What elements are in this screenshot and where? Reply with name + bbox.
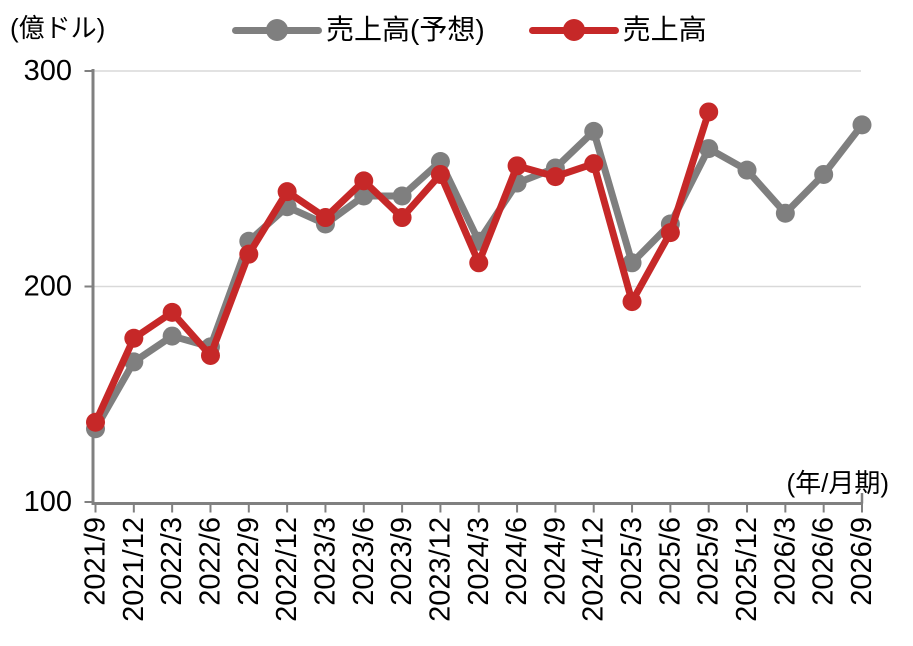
series-line-actual: [92, 110, 713, 424]
data-point-actual-2021/12: [124, 328, 144, 348]
x-tick-label-2023/3: 2023/3: [309, 517, 341, 606]
x-axis-unit-label: (年/月期): [786, 468, 889, 498]
x-tick-label-2025/9: 2025/9: [693, 517, 725, 606]
data-point-forecast-2025/3: [622, 253, 642, 273]
data-point-actual-2024/12: [584, 154, 604, 174]
data-point-forecast-2021/12: [124, 352, 144, 372]
data-point-actual-2022/12: [277, 182, 297, 202]
data-point-actual-2023/3: [315, 208, 335, 228]
x-tick-label-2022/6: 2022/6: [194, 517, 226, 606]
data-point-forecast-2024/12: [584, 121, 604, 141]
legend-label-forecast: 売上高(予想): [326, 14, 485, 45]
x-tick-label-2024/3: 2024/3: [463, 517, 495, 606]
forecast-series-dot-icon: [266, 19, 288, 41]
y-axis-unit-label: (億ドル): [10, 13, 106, 43]
data-point-forecast-2023/9: [392, 186, 412, 206]
forecast-series-marker-icon: [232, 19, 322, 41]
actual-series-marker-icon: [528, 19, 619, 41]
data-point-forecast-2026/3: [775, 203, 795, 223]
x-tick-label-2025/12: 2025/12: [731, 517, 763, 622]
x-tick-label-2024/6: 2024/6: [501, 517, 533, 606]
x-tick-label-2026/9: 2026/9: [846, 517, 878, 606]
data-point-actual-2022/3: [162, 302, 182, 322]
data-point-actual-2021/9: [86, 412, 105, 432]
data-point-forecast-2022/3: [162, 326, 182, 346]
x-tick-label-2022/12: 2022/12: [271, 517, 303, 622]
x-tick-label-2023/12: 2023/12: [424, 517, 456, 622]
data-point-actual-2023/6: [354, 171, 374, 191]
data-point-actual-2023/12: [430, 164, 450, 184]
y-tick-label-300: 300: [24, 55, 72, 87]
x-tick-label-2022/3: 2022/3: [156, 517, 188, 606]
x-tick-label-2022/9: 2022/9: [233, 517, 265, 606]
x-tick-label-2024/12: 2024/12: [578, 517, 610, 622]
x-tick-label-2025/6: 2025/6: [654, 517, 686, 606]
data-point-actual-2024/6: [507, 156, 527, 176]
x-tick-label-2021/9: 2021/9: [80, 517, 112, 606]
data-point-actual-2022/9: [239, 244, 259, 264]
legend-item-actual: 売上高: [528, 13, 707, 47]
x-tick-label-2026/3: 2026/3: [769, 517, 801, 606]
data-point-forecast-2026/9: [852, 115, 872, 135]
data-point-forecast-2025/12: [737, 160, 757, 180]
data-point-forecast-2026/6: [814, 164, 834, 184]
x-tick-label-2023/9: 2023/9: [386, 517, 418, 606]
data-point-actual-2025/9: [699, 102, 719, 122]
x-tick-label-2024/9: 2024/9: [539, 517, 571, 606]
data-point-actual-2025/3: [622, 292, 642, 312]
legend-label-actual: 売上高: [622, 14, 707, 45]
data-point-actual-2025/6: [660, 223, 680, 243]
data-point-forecast-2023/6: [354, 186, 374, 206]
actual-series-dot-icon: [562, 19, 585, 41]
x-tick-label-2023/6: 2023/6: [348, 517, 380, 606]
data-point-actual-2022/6: [200, 345, 220, 365]
data-point-actual-2024/3: [469, 253, 489, 273]
data-point-actual-2023/9: [392, 208, 412, 228]
legend-item-forecast: 売上高(予想): [232, 13, 485, 47]
x-tick-label-2025/3: 2025/3: [616, 517, 648, 606]
x-tick-label-2021/12: 2021/12: [118, 517, 150, 622]
y-tick-label-200: 200: [24, 271, 72, 303]
data-point-forecast-2025/9: [699, 139, 719, 159]
data-point-actual-2024/9: [545, 167, 565, 187]
y-tick-label-100: 100: [24, 486, 72, 518]
chart-legend: 売上高(予想) 売上高: [232, 13, 707, 47]
x-tick-label-2026/6: 2026/6: [808, 517, 840, 606]
